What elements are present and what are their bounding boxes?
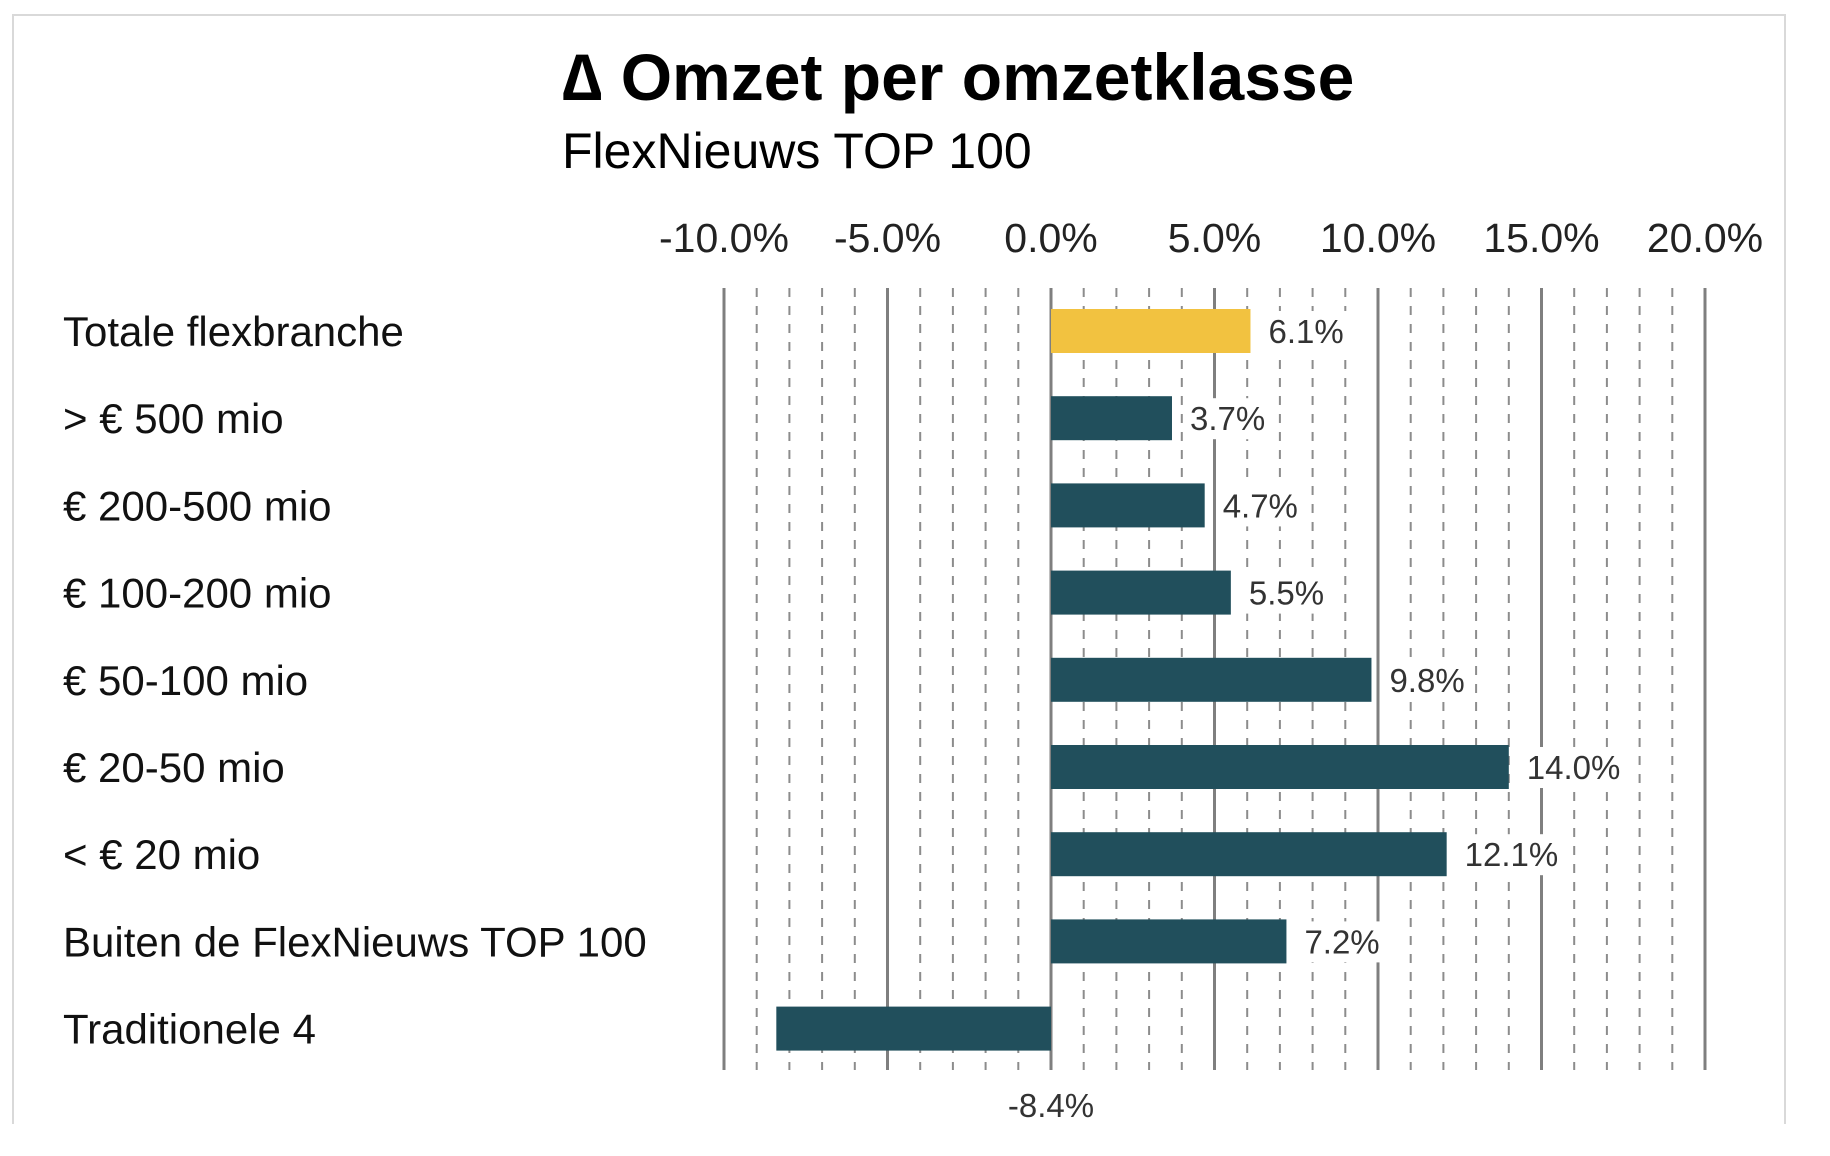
value-label-background bbox=[1262, 311, 1350, 352]
category-label: < € 20 mio bbox=[63, 831, 260, 878]
data-label: 9.8% bbox=[1389, 662, 1464, 699]
chart: ∆ Omzet per omzetklasse FlexNieuws TOP 1… bbox=[63, 40, 1763, 1126]
category-label: > € 500 mio bbox=[63, 395, 284, 442]
value-label-background bbox=[1458, 834, 1565, 876]
category-label: € 200-500 mio bbox=[63, 482, 332, 529]
value-label-background bbox=[1242, 572, 1331, 614]
bar bbox=[776, 1006, 1051, 1051]
chart-subtitle: FlexNieuws TOP 100 bbox=[562, 123, 1032, 179]
value-label-background bbox=[1298, 921, 1386, 963]
data-label: -8.4% bbox=[1008, 1087, 1094, 1124]
bar bbox=[1051, 745, 1509, 789]
x-tick-label: 5.0% bbox=[1168, 215, 1261, 261]
value-label-background bbox=[1183, 398, 1272, 440]
bar bbox=[1051, 309, 1251, 353]
data-label: 5.5% bbox=[1249, 575, 1324, 612]
x-tick-label: 10.0% bbox=[1320, 215, 1436, 261]
chart-title: ∆ Omzet per omzetklasse bbox=[562, 40, 1354, 114]
category-label: € 50-100 mio bbox=[63, 657, 308, 704]
data-label: 7.2% bbox=[1304, 923, 1379, 960]
x-tick-label: -5.0% bbox=[834, 215, 941, 261]
x-tick-label: 0.0% bbox=[1004, 215, 1097, 261]
data-label: 3.7% bbox=[1190, 400, 1265, 437]
x-tick-label: -10.0% bbox=[659, 215, 789, 261]
value-label-background bbox=[1216, 485, 1304, 527]
x-axis-ticks: -10.0% -5.0% 0.0% 5.0% 10.0% 15.0% 20.0% bbox=[659, 215, 1763, 261]
bars bbox=[776, 309, 1509, 1051]
category-label: € 100-200 mio bbox=[63, 570, 332, 617]
bar bbox=[1051, 832, 1447, 877]
x-tick-label: 15.0% bbox=[1483, 215, 1599, 261]
value-labels: 6.1% 3.7% 4.7% 5.5% 9.8% 14.0% 12.1% 7.2% -8.4% bbox=[1001, 311, 1627, 1126]
bar bbox=[1051, 483, 1205, 528]
category-label: Buiten de FlexNieuws TOP 100 bbox=[63, 918, 647, 965]
value-label-background bbox=[1383, 659, 1471, 701]
bar bbox=[1051, 570, 1231, 615]
data-label: 4.7% bbox=[1223, 487, 1298, 524]
data-label: 12.1% bbox=[1465, 836, 1559, 873]
category-label: € 20-50 mio bbox=[63, 744, 285, 791]
data-label: 14.0% bbox=[1527, 749, 1621, 786]
category-label: Traditionele 4 bbox=[63, 1006, 316, 1053]
category-label: Totale flexbranche bbox=[63, 308, 404, 355]
category-labels: Totale flexbranche > € 500 mio € 200-500 m… bbox=[63, 308, 647, 1053]
data-label: 6.1% bbox=[1268, 313, 1343, 350]
bar bbox=[1051, 657, 1372, 702]
chart-frame: ∆ Omzet per omzetklasse FlexNieuws TOP 1… bbox=[12, 14, 1786, 1126]
x-tick-label: 20.0% bbox=[1647, 215, 1763, 261]
bar bbox=[1051, 396, 1172, 441]
gridlines bbox=[722, 288, 1707, 1070]
bar bbox=[1051, 919, 1287, 964]
value-label-background bbox=[1001, 1085, 1101, 1126]
value-label-background bbox=[1520, 747, 1627, 788]
